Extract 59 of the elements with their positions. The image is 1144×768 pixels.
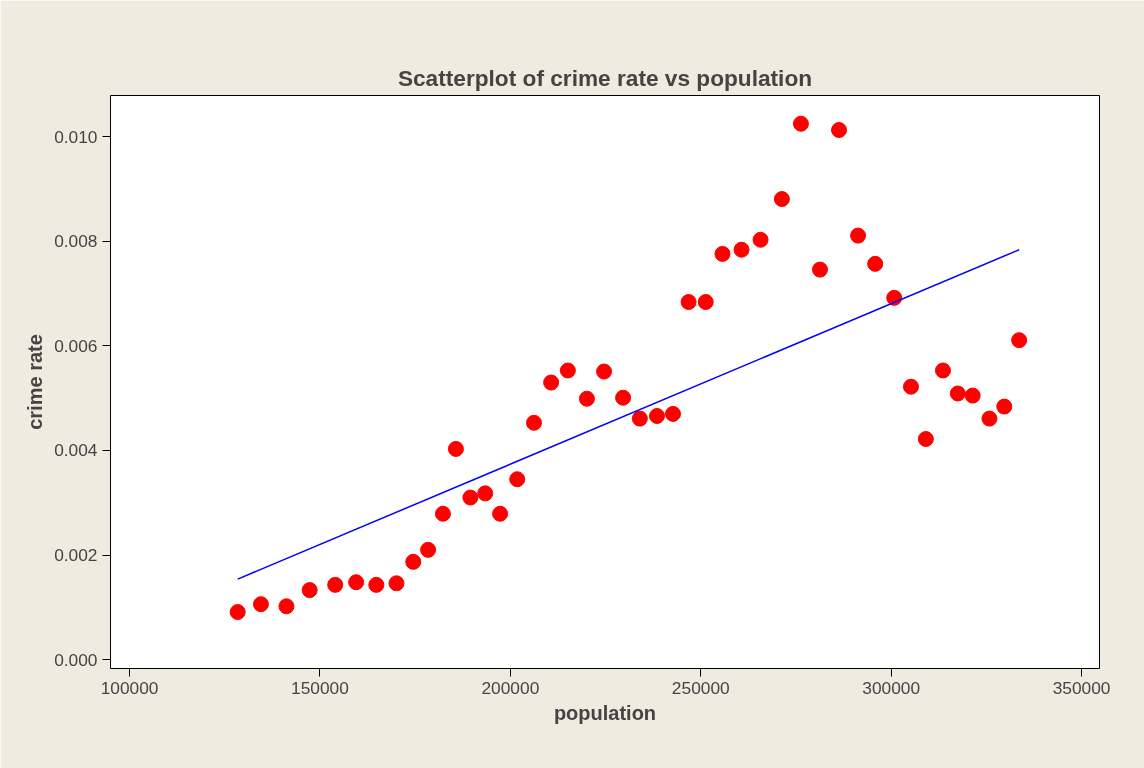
chart-title: Scatterplot of crime rate vs population — [397, 64, 813, 91]
y-tick-label: 0.004 — [54, 440, 98, 461]
point — [697, 294, 714, 310]
point — [492, 505, 509, 522]
point — [462, 489, 479, 506]
point — [301, 582, 318, 599]
point — [278, 598, 295, 615]
point — [680, 294, 697, 310]
point — [327, 576, 344, 593]
x-tick-label: 100000 — [100, 677, 159, 698]
point — [981, 410, 998, 427]
x-tick-label: 150000 — [291, 677, 349, 698]
point — [949, 385, 966, 402]
point — [773, 191, 790, 207]
point — [902, 378, 919, 395]
point — [388, 575, 405, 592]
point — [648, 408, 665, 424]
point — [714, 245, 731, 262]
point — [996, 398, 1013, 415]
x-tick-label: 200000 — [481, 677, 540, 698]
point — [368, 576, 385, 593]
point — [733, 241, 750, 258]
point — [934, 362, 951, 379]
point — [543, 374, 560, 391]
point — [615, 389, 632, 406]
point — [447, 440, 464, 457]
point — [917, 431, 934, 447]
y-tick-label: 0.010 — [54, 126, 98, 147]
x-tick-label: 250000 — [671, 677, 730, 698]
point — [434, 505, 451, 522]
point — [559, 362, 576, 379]
point — [792, 115, 809, 132]
point — [811, 261, 828, 278]
point — [596, 363, 613, 380]
point — [1011, 332, 1028, 349]
point — [525, 414, 542, 431]
point — [631, 410, 648, 427]
y-tick-label: 0.006 — [54, 335, 98, 356]
point — [664, 405, 681, 422]
point — [405, 553, 422, 570]
point — [420, 541, 437, 558]
point — [477, 485, 494, 502]
point — [964, 387, 981, 404]
point — [578, 390, 595, 407]
x-axis-title: population — [553, 701, 657, 724]
y-axis-title: crime rate — [24, 334, 47, 430]
y-tick-label: 0.002 — [54, 545, 98, 566]
point — [831, 122, 848, 138]
point — [752, 231, 769, 248]
point — [509, 471, 526, 488]
point — [348, 574, 365, 591]
point — [229, 604, 246, 621]
point — [252, 596, 269, 613]
y-tick-label: 0.000 — [54, 649, 98, 670]
x-tick-label: 350000 — [1052, 677, 1111, 698]
point — [850, 227, 867, 244]
y-tick-label: 0.008 — [54, 231, 98, 252]
point — [867, 255, 884, 272]
x-tick-label: 300000 — [862, 677, 921, 698]
